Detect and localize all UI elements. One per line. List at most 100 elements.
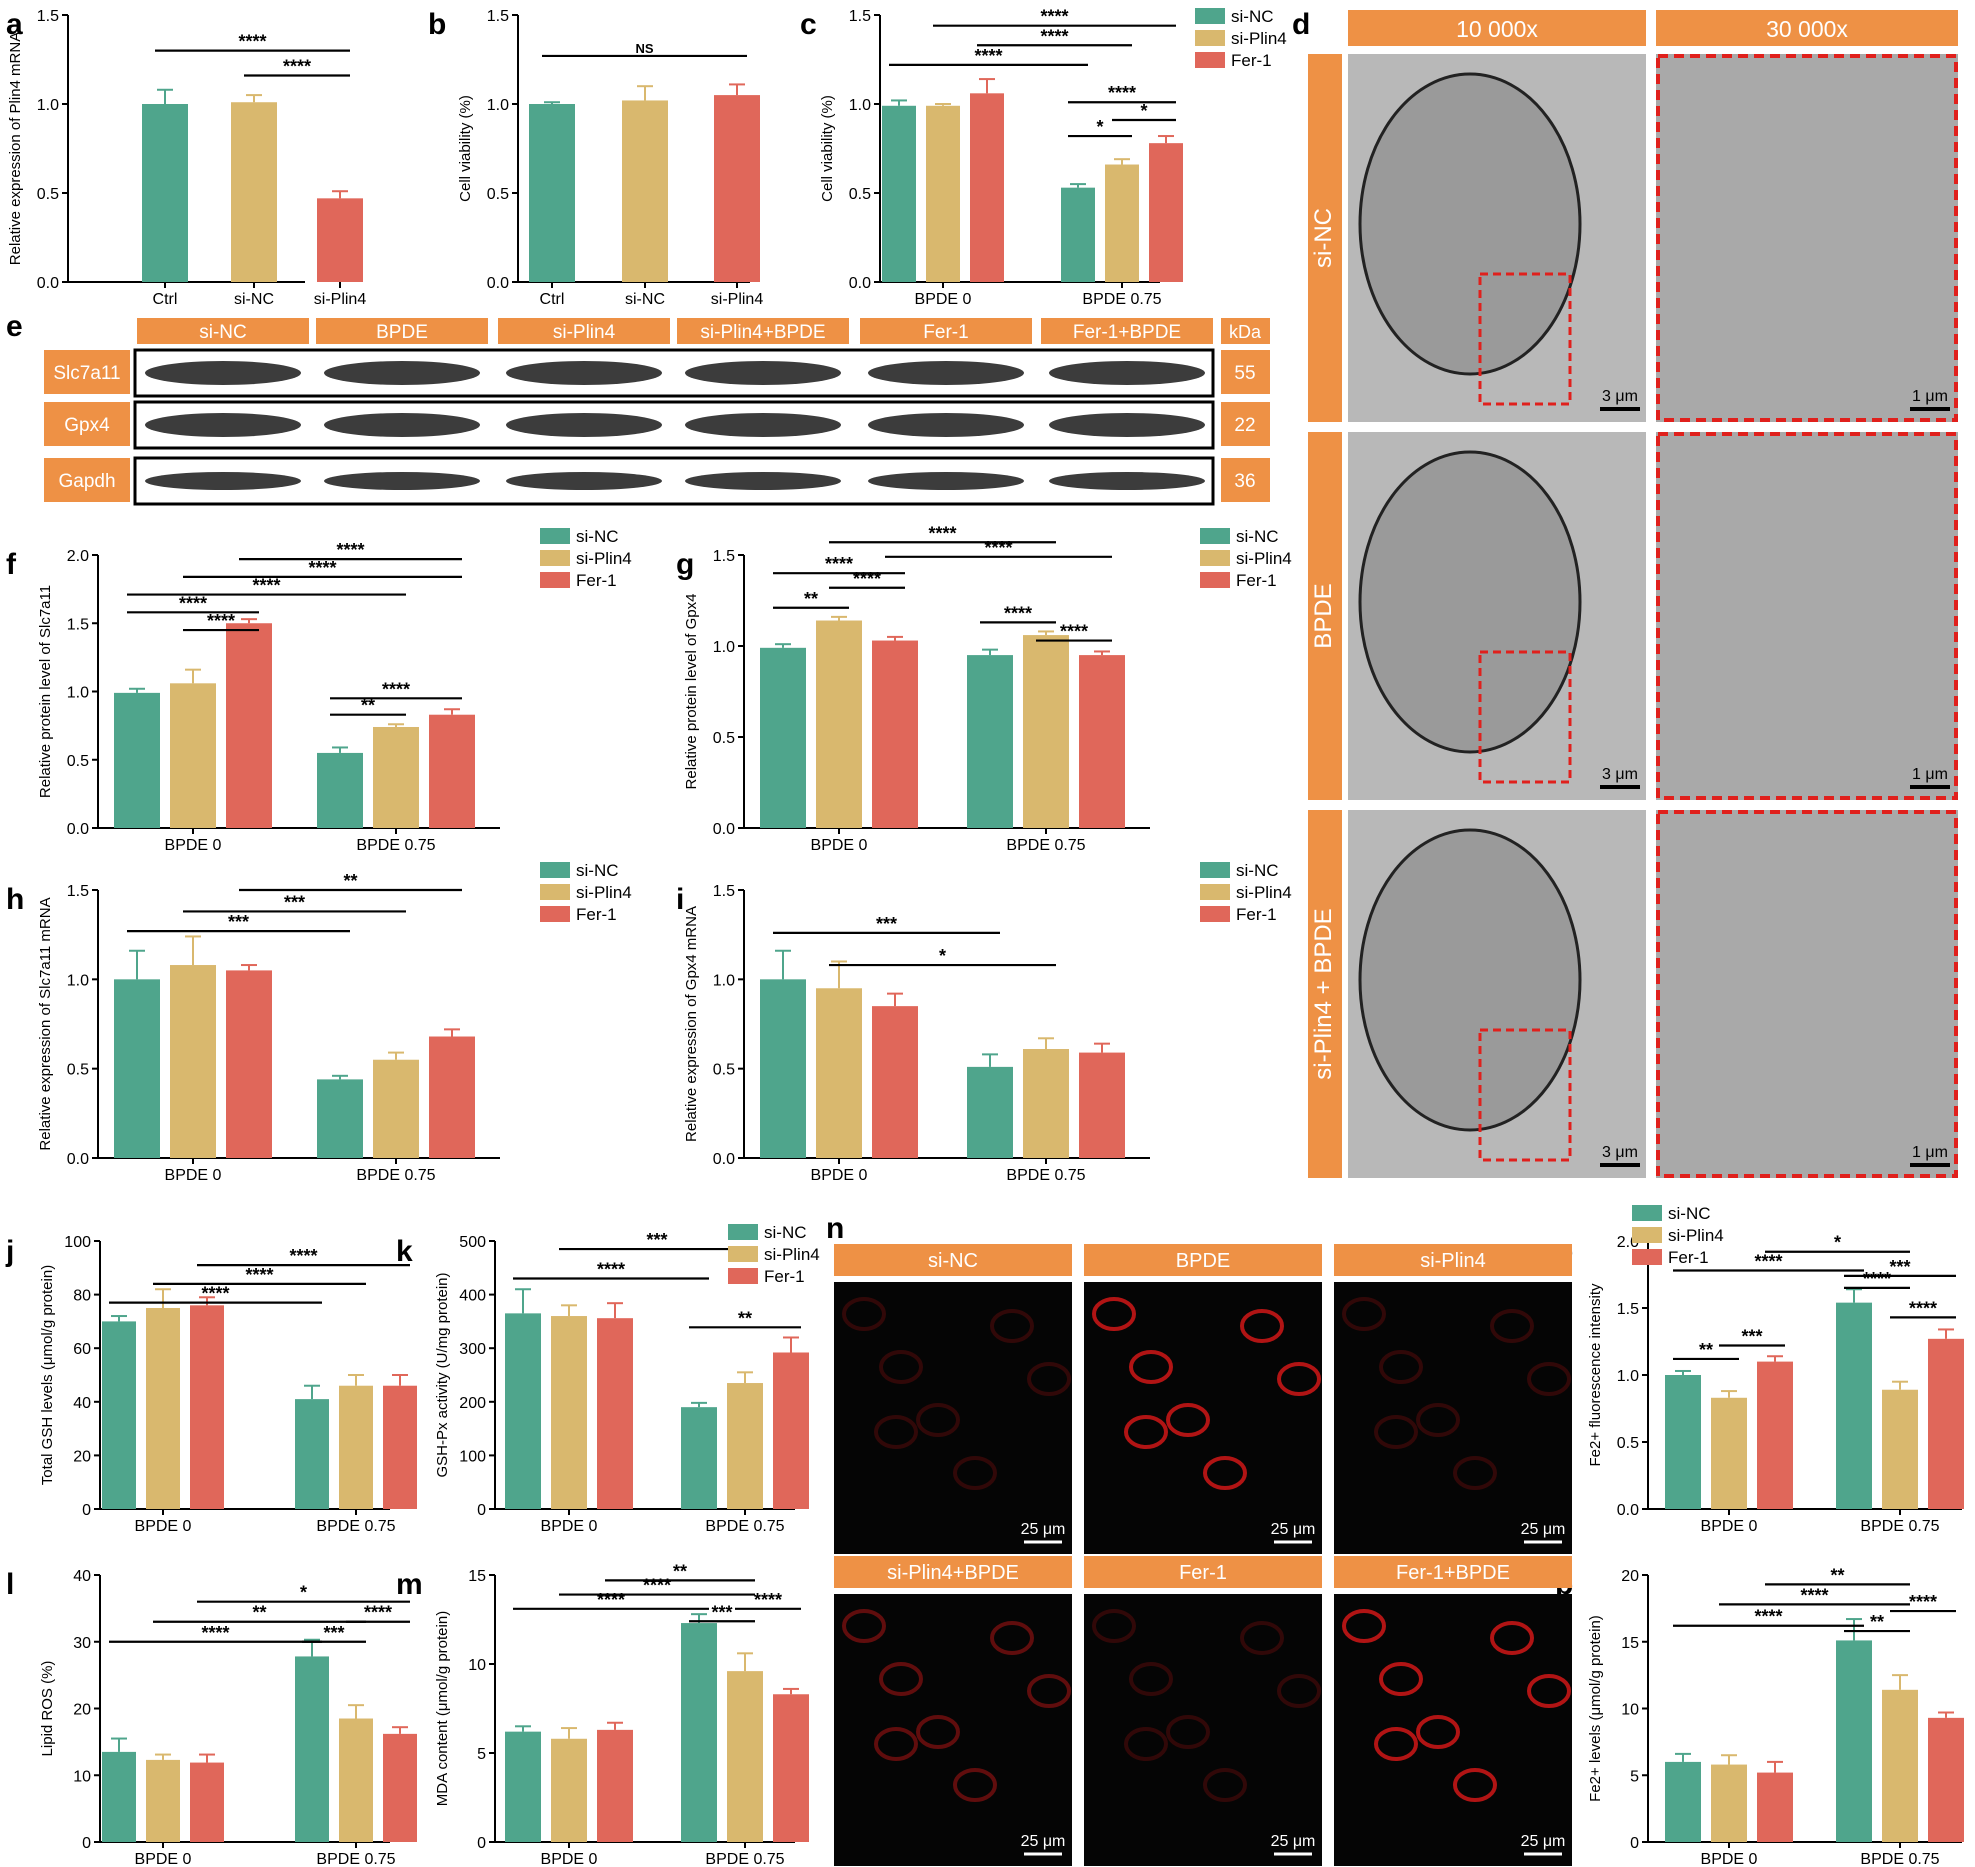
cell-signal [1416, 1403, 1460, 1437]
em-image-high-mag [1656, 432, 1958, 800]
significance-label: **** [1909, 1298, 1937, 1318]
panel-letter: f [6, 548, 17, 581]
panel-letter: m [396, 1568, 423, 1601]
lane-header [316, 318, 488, 344]
fluo-header-box [1334, 1244, 1572, 1276]
x-tick-label: BPDE 0 [165, 837, 222, 854]
x-tick-label: BPDE 0 [1701, 1518, 1758, 1535]
cell-signal [1277, 1362, 1321, 1396]
y-tick-label: 1.5 [37, 8, 59, 25]
y-tick-label: 60 [73, 1341, 91, 1358]
fluo-image [1084, 1594, 1322, 1866]
bar [1757, 1361, 1793, 1509]
y-tick-label: 10 [468, 1657, 486, 1674]
protein-label: Gpx4 [64, 415, 110, 436]
fluo-header-label: BPDE [1176, 1250, 1230, 1272]
legend-swatch [1200, 572, 1230, 588]
significance-label: **** [1863, 1269, 1891, 1289]
y-tick-label: 10 [1621, 1702, 1639, 1719]
y-tick-label: 1.0 [487, 97, 509, 114]
fluo-header-label: si-Plin4+BPDE [887, 1562, 1019, 1584]
panel-letter: j [5, 1235, 14, 1268]
significance-label: * [939, 946, 946, 966]
significance-label: **** [1040, 7, 1068, 27]
lane-header [137, 318, 309, 344]
y-tick-label: 0 [1630, 1835, 1639, 1852]
y-tick-label: 1.5 [1617, 1301, 1639, 1318]
cell-signal [874, 1727, 918, 1761]
zoom-frame [1656, 432, 1958, 800]
bar [1149, 143, 1183, 282]
bar [295, 1656, 329, 1842]
col-header: 10 000x [1456, 16, 1538, 42]
significance-label: **** [364, 1603, 392, 1623]
panel-letter: d [1292, 8, 1310, 41]
legend-swatch [540, 528, 570, 544]
bar [967, 655, 1013, 828]
panel-letter: i [676, 883, 684, 916]
lane-header [860, 318, 1032, 344]
y-axis-label: Cell viability (%) [457, 95, 474, 202]
y-tick-label: 0.0 [713, 821, 735, 838]
legend-label: Fer-1 [576, 571, 617, 590]
significance-label: **** [1754, 1251, 1782, 1271]
blot-band [868, 361, 1024, 385]
nucleus-outline [1358, 72, 1582, 376]
western-blot-panel: e si-NC BPDE si-Plin4 si-Plin4+BPDE Fer-1 Fer-… [6, 310, 1270, 506]
x-tick-label: BPDE 0 [135, 1851, 192, 1867]
blot-band [324, 361, 480, 385]
panel-letter: e [6, 310, 23, 343]
x-tick-label: Ctrl [153, 291, 178, 308]
y-tick-label: 1.0 [37, 97, 59, 114]
y-tick-label: 100 [459, 1448, 486, 1465]
y-axis-label: Relative expression of Plin4 mRNA [7, 32, 24, 265]
y-tick-label: 500 [459, 1234, 486, 1251]
scale-label: 3 μm [1602, 766, 1638, 783]
x-tick-label: Ctrl [540, 291, 565, 308]
kda-box [1221, 458, 1270, 502]
legend-swatch [1200, 906, 1230, 922]
bar [714, 95, 760, 282]
significance-label: *** [228, 912, 249, 932]
legend-swatch [1200, 862, 1230, 878]
scale-label: 25 μm [1271, 1521, 1316, 1538]
cell-signal [1124, 1727, 1168, 1761]
protein-label: Slc7a11 [53, 363, 120, 384]
chart-g: g 0.0 0.5 1.0 1.5 Relative protein level of G… [676, 523, 1292, 854]
bar [317, 198, 363, 282]
cell-signal [1527, 1362, 1571, 1396]
significance-label: NS [635, 41, 653, 56]
legend-label: si-Plin4 [764, 1245, 820, 1264]
kda-value: 22 [1234, 415, 1255, 436]
significance-label: *** [284, 892, 305, 912]
x-tick-label: BPDE 0 [541, 1851, 598, 1867]
kda-box [1221, 402, 1270, 446]
chart-m: m 0 5 10 15 MDA content (μmol/g protein) BPDE … [396, 1561, 809, 1867]
significance-label: **** [201, 1623, 229, 1643]
cell-signal [1027, 1362, 1071, 1396]
significance-label: * [1096, 117, 1103, 137]
y-tick-label: 0.0 [487, 275, 509, 292]
legend-label: Fer-1 [1236, 571, 1277, 590]
y-tick-label: 100 [64, 1234, 91, 1251]
legend-label: si-NC [1231, 7, 1274, 26]
significance-label: ** [673, 1561, 687, 1581]
legend-label: si-Plin4 [576, 549, 632, 568]
zoom-box [1478, 272, 1572, 406]
bar [967, 1066, 1013, 1158]
scale-label: 25 μm [1021, 1521, 1066, 1538]
y-tick-label: 0.0 [1617, 1502, 1639, 1519]
bar [1061, 187, 1095, 282]
nucleus-outline [1358, 828, 1582, 1132]
y-axis-label: Total GSH levels (μmol/g protein) [39, 1265, 56, 1485]
significance-label: ** [738, 1308, 752, 1328]
bar [1079, 655, 1125, 828]
bar [505, 1313, 541, 1509]
significance-label: **** [1754, 1607, 1782, 1627]
cell-signal [1166, 1715, 1210, 1749]
lane-label: BPDE [376, 322, 428, 343]
y-tick-label: 80 [73, 1288, 91, 1305]
blot-band [506, 472, 662, 490]
zoom-box [1478, 650, 1572, 784]
x-tick-label: BPDE 0 [811, 1167, 868, 1184]
